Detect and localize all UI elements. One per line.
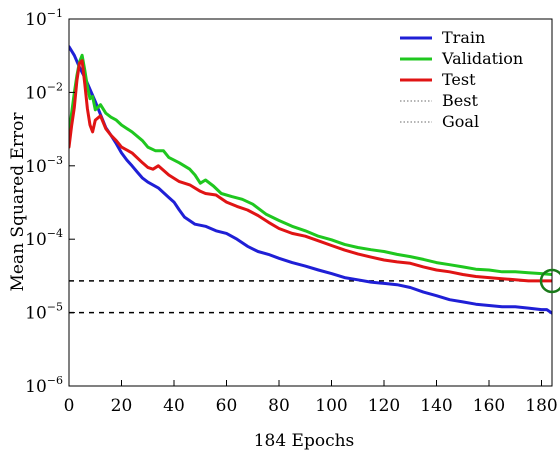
x-tick-label: 40 — [163, 396, 185, 416]
legend-label-validation: Validation — [441, 49, 523, 68]
y-tick-label: 10−3 — [25, 154, 63, 177]
plot-frame — [68, 18, 553, 387]
x-tick-label: 140 — [420, 396, 452, 416]
y-tick-label: 10−5 — [25, 301, 63, 324]
series-line-test — [69, 59, 552, 283]
y-tick-label: 10−2 — [25, 80, 63, 103]
y-tick-label: 10−6 — [25, 374, 63, 397]
x-tick-label: 60 — [216, 396, 238, 416]
legend-label-test: Test — [442, 70, 476, 89]
x-tick-label: 160 — [473, 396, 505, 416]
legend-label-best: Best — [442, 91, 478, 110]
series-line-validation — [69, 53, 552, 276]
y-axis-title: Mean Squared Error — [8, 112, 28, 292]
legend-label-train: Train — [442, 28, 485, 47]
legend-label-goal: Goal — [442, 112, 479, 131]
y-tick-label: 10−4 — [25, 227, 63, 250]
series-line-train — [69, 45, 552, 315]
x-tick-label: 180 — [525, 396, 557, 416]
axis-ticks: 0 20 40 60 80 100 120 140 160 180 10−6 10−5 10−4 10−3… — [25, 7, 558, 416]
x-tick-label: 80 — [268, 396, 290, 416]
y-tick-label: 10−1 — [25, 7, 63, 30]
chart-legend: Train Validation Test Best Goal — [400, 28, 523, 131]
x-tick-label: 100 — [315, 396, 347, 416]
x-tick-label: 20 — [111, 396, 133, 416]
x-axis-title: 184 Epochs — [254, 431, 355, 451]
plot-area — [69, 45, 552, 315]
x-tick-label: 0 — [64, 396, 75, 416]
best-epoch-marker — [539, 268, 560, 294]
x-tick-label: 120 — [368, 396, 400, 416]
